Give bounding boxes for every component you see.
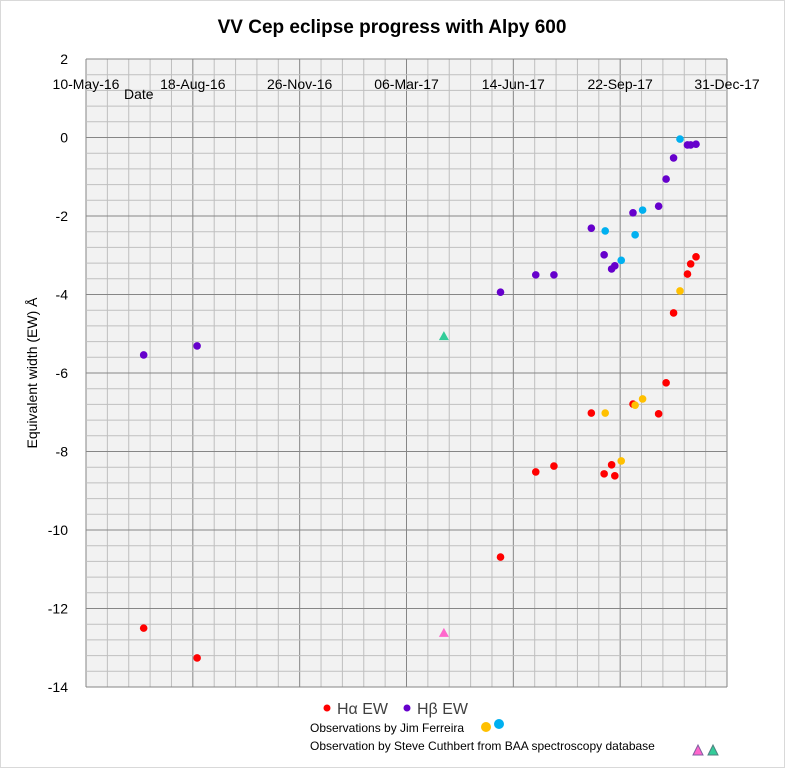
data-marks	[139, 135, 700, 662]
data-point	[601, 409, 610, 417]
data-point	[692, 140, 700, 148]
data-point	[676, 287, 684, 295]
x-tick-labels: 10-May-16 18-Aug-16 26-Nov-16 06-Mar-17 14-J…	[53, 76, 760, 92]
data-point	[686, 260, 695, 268]
annotation-steve-cuthbert: Observation by Steve Cuthbert from BAA s…	[310, 739, 719, 756]
legend-label-halpha: Hα EW	[337, 701, 389, 718]
chart-title: VV Cep eclipse progress with Alpy 600	[218, 17, 567, 38]
data-point	[669, 154, 678, 162]
data-point-triangle	[438, 627, 449, 637]
legend-marker-hbeta	[403, 704, 411, 712]
annotation-marker-cyan	[494, 719, 504, 729]
data-point	[550, 462, 558, 470]
y-tick-label: -4	[56, 287, 69, 303]
y-tick-label: -12	[48, 601, 68, 617]
x-tick-label: 22-Sep-17	[587, 76, 653, 92]
data-point-triangle	[438, 331, 449, 341]
data-point	[601, 227, 610, 235]
data-point	[638, 395, 647, 403]
y-tick-label: -2	[56, 208, 69, 224]
data-point	[617, 457, 626, 465]
data-point	[587, 224, 596, 232]
y-tick-label: 2	[60, 51, 68, 67]
data-point	[611, 262, 619, 270]
y-tick-label: -14	[48, 679, 68, 695]
data-point	[587, 409, 596, 417]
y-axis-label: Equivalent width (EW) Å	[24, 297, 40, 449]
x-tick-label: 18-Aug-16	[160, 76, 226, 92]
data-point	[654, 202, 663, 210]
annotation-marker-orange	[481, 722, 491, 732]
data-point	[662, 175, 670, 183]
data-point	[631, 231, 639, 239]
data-point	[683, 270, 692, 278]
annotation-marker-pink-triangle	[692, 743, 704, 756]
x-axis-label: Date	[124, 86, 154, 102]
legend-label-hbeta: Hβ EW	[417, 701, 469, 718]
data-point	[692, 253, 700, 261]
y-tick-label: 0	[60, 130, 68, 146]
data-point	[600, 251, 608, 259]
data-point	[531, 271, 540, 279]
data-point	[669, 309, 678, 317]
data-point	[662, 379, 670, 387]
data-point	[676, 135, 684, 143]
data-point	[550, 271, 558, 279]
y-tick-label: -8	[56, 444, 69, 460]
data-point	[631, 401, 639, 409]
data-point	[496, 288, 505, 296]
x-tick-label: 06-Mar-17	[374, 76, 439, 92]
annotation-jim-ferreira: Observations by Jim Ferreira	[310, 719, 504, 735]
x-tick-label: 31-Dec-17	[694, 76, 760, 92]
data-point	[496, 553, 505, 561]
x-tick-label: 26-Nov-16	[267, 76, 333, 92]
data-point	[629, 209, 637, 217]
data-point	[193, 654, 201, 662]
y-tick-label: -10	[48, 522, 68, 538]
data-point	[654, 410, 663, 418]
data-point	[139, 624, 148, 632]
grid	[85, 58, 728, 688]
x-tick-label: 10-May-16	[53, 76, 120, 92]
data-point	[531, 468, 540, 476]
data-point	[617, 256, 626, 265]
data-point	[611, 472, 619, 480]
data-point	[607, 461, 616, 469]
annotation-steve-cuthbert-text: Observation by Steve Cuthbert from BAA s…	[310, 739, 655, 753]
annotation-marker-green-triangle	[707, 743, 719, 756]
data-point	[638, 206, 647, 214]
y-tick-label: -6	[56, 365, 69, 381]
y-tick-labels: 2 0 -2 -4 -6 -8 -10 -12 -14	[48, 51, 68, 695]
legend-marker-halpha	[323, 704, 331, 712]
x-tick-label: 14-Jun-17	[482, 76, 545, 92]
data-point	[193, 342, 201, 350]
data-point	[600, 470, 608, 478]
annotation-jim-ferreira-text: Observations by Jim Ferreira	[310, 721, 464, 735]
data-point	[139, 351, 148, 359]
legend: Hα EW Hβ EW	[323, 701, 469, 718]
